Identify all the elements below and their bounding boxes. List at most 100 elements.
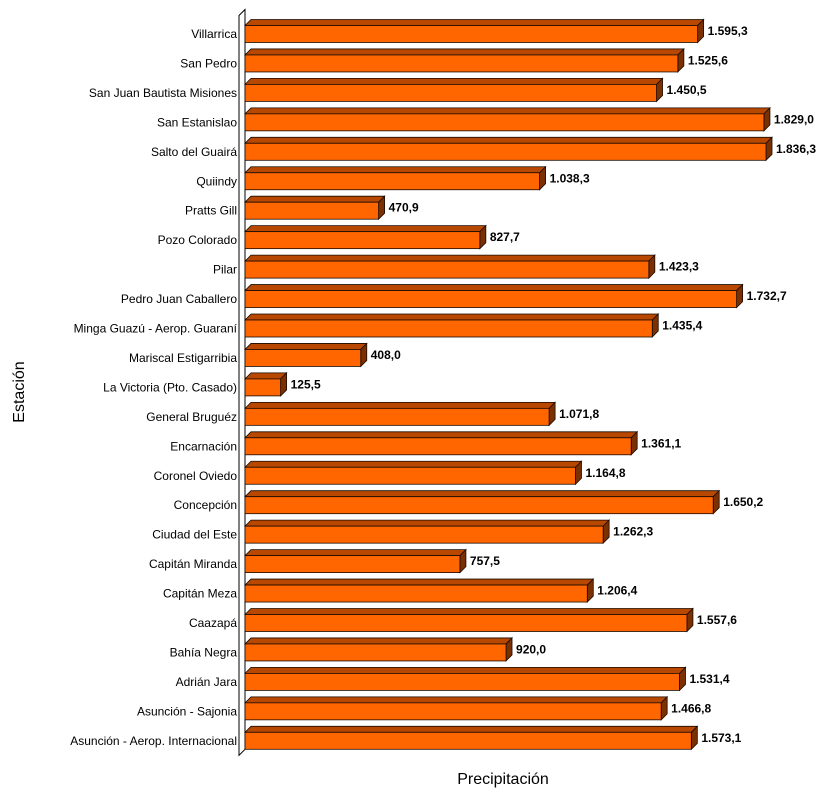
category-label: San Juan Bautista Misiones <box>89 86 237 100</box>
bar <box>244 349 362 367</box>
bar <box>244 231 481 250</box>
bar <box>244 731 692 750</box>
bar-top-face <box>244 136 773 144</box>
value-label: 1.206,4 <box>597 584 637 598</box>
bar <box>244 319 653 338</box>
bar-group <box>244 666 687 692</box>
value-label: 1.262,3 <box>613 525 653 539</box>
bar-top-face <box>244 284 744 291</box>
value-label: 827,7 <box>490 230 520 244</box>
value-label: 470,9 <box>389 201 419 215</box>
bar <box>244 54 679 73</box>
bar <box>244 673 680 691</box>
bar-top-face <box>244 401 557 409</box>
bar <box>244 113 765 132</box>
value-label: 1.732,7 <box>747 289 787 303</box>
bar-group <box>244 695 669 721</box>
value-label: 1.531,4 <box>689 672 729 686</box>
category-label: Capitán Miranda <box>149 557 237 571</box>
value-label: 1.038,3 <box>550 171 590 185</box>
bar <box>244 172 540 191</box>
value-label: 1.423,3 <box>659 260 699 274</box>
bar-group <box>244 106 771 132</box>
value-label: 1.595,3 <box>708 24 748 38</box>
bar-top-face <box>244 313 660 321</box>
bar <box>244 555 461 573</box>
bar-top-face <box>244 166 547 174</box>
category-label: Capitán Meza <box>163 587 237 601</box>
bar-group <box>244 430 639 456</box>
category-label: Quiindy <box>196 174 237 188</box>
bar <box>244 407 550 426</box>
category-label: San Pedro <box>180 56 237 70</box>
bar <box>244 466 576 485</box>
bar <box>244 614 688 632</box>
bar-group <box>244 254 656 280</box>
value-label: 1.525,6 <box>688 53 728 67</box>
bar-top-face <box>244 431 639 439</box>
bar-group <box>244 578 595 604</box>
bar <box>244 201 380 220</box>
bar-top-face <box>244 107 771 115</box>
value-label: 920,0 <box>516 642 546 656</box>
value-label: 1.435,4 <box>662 319 702 333</box>
bar-top-face <box>244 578 595 586</box>
bar-group <box>244 18 705 44</box>
category-label: Concepción <box>174 498 237 512</box>
bar <box>244 25 699 43</box>
value-label: 1.650,2 <box>723 495 763 509</box>
bar-group <box>244 195 386 221</box>
category-label: General Bruguéz <box>146 410 237 424</box>
category-label: Adrián Jara <box>176 675 238 689</box>
bar-group <box>244 548 467 574</box>
bar-top-face <box>244 343 368 350</box>
bar <box>244 142 767 161</box>
value-label: 1.450,5 <box>667 83 707 97</box>
bar-group <box>244 371 288 397</box>
bar <box>244 496 714 515</box>
value-label: 757,5 <box>470 554 500 568</box>
bar <box>244 290 738 308</box>
y-axis-title: Estación <box>11 361 28 422</box>
value-label: 408,0 <box>371 348 401 362</box>
bar-group <box>244 401 557 427</box>
category-label: La Victoria (Pto. Casado) <box>103 380 237 394</box>
bar-group <box>244 460 583 486</box>
value-label: 1.557,6 <box>697 613 737 627</box>
y-axis-wall <box>238 8 246 757</box>
bar-top-face <box>244 48 685 56</box>
category-label: Caazapá <box>189 616 237 630</box>
bar <box>244 260 650 279</box>
bar <box>244 525 604 544</box>
category-label: Ciudad del Este <box>152 528 237 542</box>
bar-group <box>244 224 487 250</box>
value-label: 1.361,1 <box>641 436 681 450</box>
bar-top-face <box>244 460 583 468</box>
bar <box>244 437 632 456</box>
bar-top-face <box>244 225 487 233</box>
x-axis-title: Precipitación <box>457 771 549 788</box>
category-label: Villarrica <box>191 27 237 41</box>
bar-group <box>244 519 611 545</box>
category-label: Pedro Juan Caballero <box>121 292 237 306</box>
category-label: Coronel Oviedo <box>154 469 238 483</box>
category-label: Asunción - Sajonia <box>137 704 237 718</box>
bar-top-face <box>244 519 611 527</box>
category-label: Bahía Negra <box>170 645 238 659</box>
value-label: 1.164,8 <box>585 466 625 480</box>
category-label: Encarnación <box>170 439 237 453</box>
bar-top-face <box>244 549 467 556</box>
bar-top-face <box>244 78 664 85</box>
bar-top-face <box>244 490 721 498</box>
value-label: 1.829,0 <box>774 112 814 126</box>
bar-top-face <box>244 372 288 380</box>
category-label: Asunción - Aerop. Internacional <box>70 734 237 748</box>
value-label: 1.573,1 <box>701 731 741 745</box>
bar-group <box>244 489 721 515</box>
bar-group <box>244 283 744 309</box>
category-label: Minga Guazú - Aerop. Guaraní <box>74 322 238 336</box>
bar <box>244 84 657 102</box>
bar <box>244 378 282 397</box>
